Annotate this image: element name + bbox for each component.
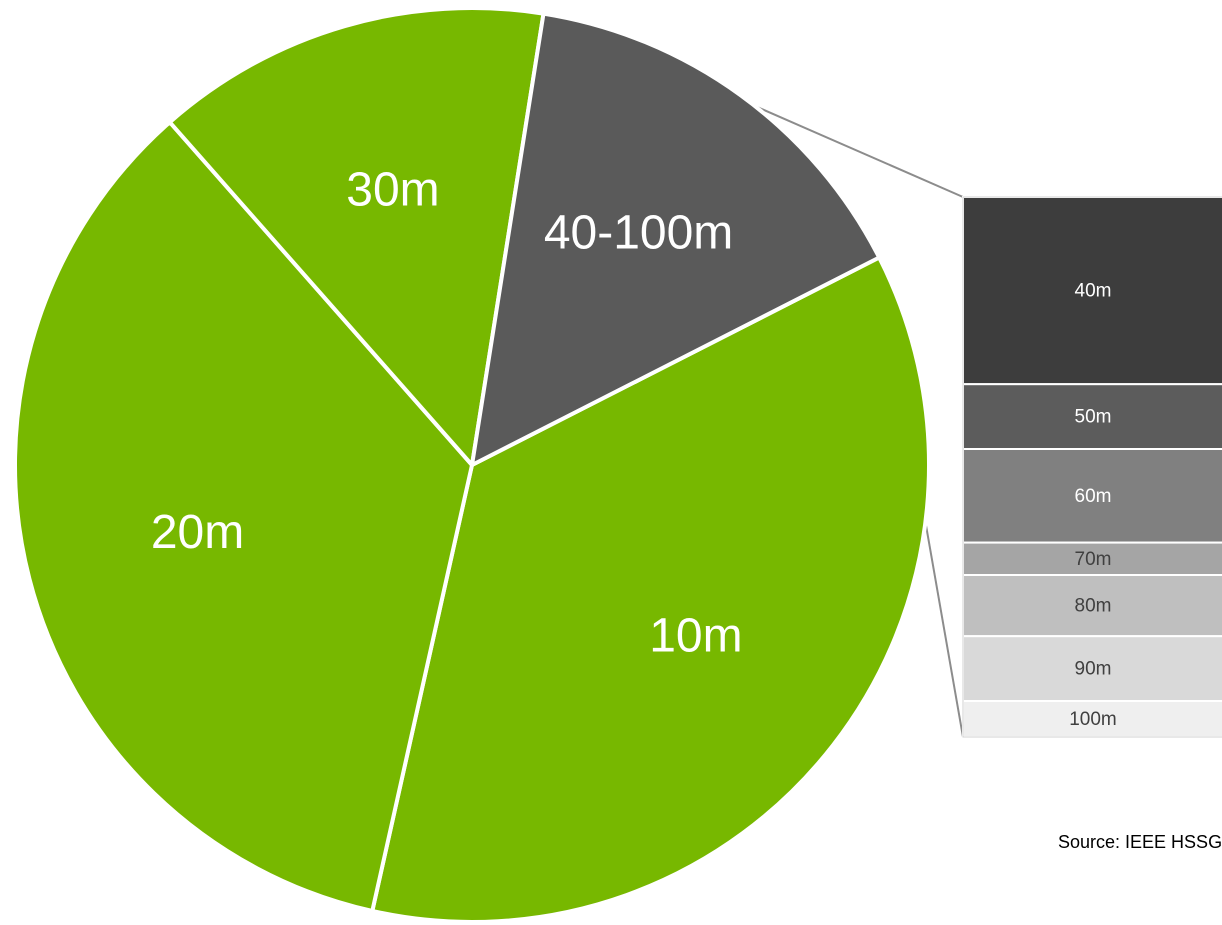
stack-border: [962, 196, 1222, 738]
main-pie: 10m 20m 30m 40-100m: [12, 6, 931, 924]
stack-label-80m: 80m: [1075, 596, 1112, 617]
pie-label-30m: 30m: [346, 164, 439, 217]
stack-segment-60m: [962, 448, 1222, 544]
stack-label-90m: 90m: [1075, 659, 1112, 680]
stack-label-50m: 50m: [1075, 407, 1112, 428]
stack-label-40m: 40m: [1075, 281, 1112, 302]
stack-label-70m: 70m: [1075, 549, 1112, 570]
pie-slice-40-100m: [470, 11, 882, 467]
stack-segment-90m: [962, 635, 1222, 703]
stack-label-100m: 100m: [1069, 709, 1117, 730]
stack-segment-50m: [962, 383, 1222, 451]
pie-label-20m: 20m: [151, 506, 244, 559]
pie-label-10m: 10m: [649, 609, 742, 662]
stack-segment-100m: [962, 700, 1222, 738]
stack-segment-40m: [962, 196, 1222, 386]
stack-label-60m: 60m: [1075, 486, 1112, 507]
pie-slice-10m: [370, 255, 931, 924]
breakdown-stack: 40m 50m 60m 70m 80m 90m 100m: [962, 196, 1222, 738]
source-note: Source: IEEE HSSG: [1058, 832, 1222, 852]
pie-slice-30m: [167, 6, 546, 467]
pie-label-40-100m: 40-100m: [544, 206, 733, 259]
pie-slice-20m: [12, 120, 474, 913]
